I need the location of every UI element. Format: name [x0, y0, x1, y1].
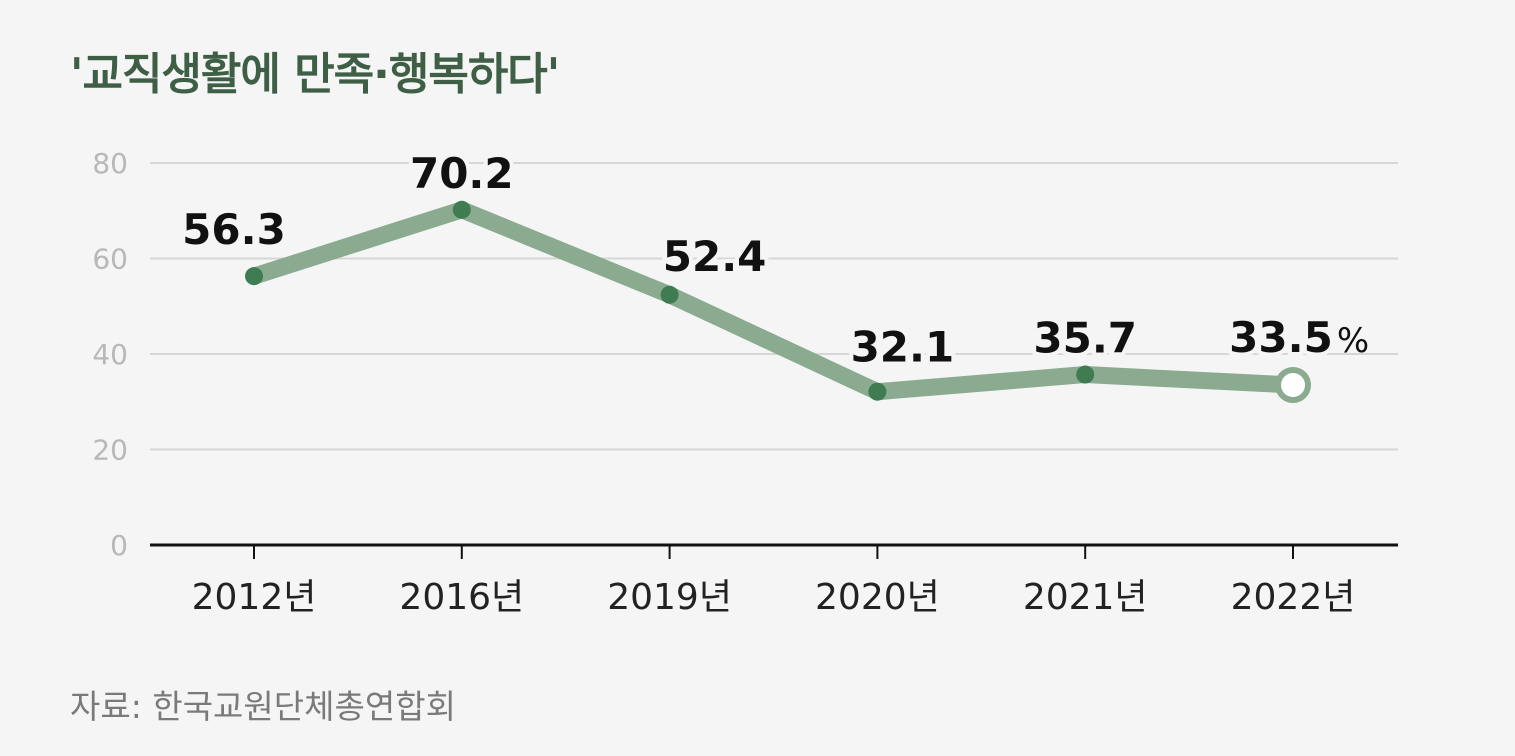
data-point-highlight — [1275, 367, 1311, 404]
unit-label: % — [1337, 321, 1369, 361]
data-point — [868, 382, 887, 401]
y-tick-label: 20 — [92, 434, 128, 467]
grid-layer: 0 20 40 60 80 2012년 2016년 2019년 2020년 2021년 2022년 — [92, 147, 1398, 618]
x-tick-label: 2016년 — [399, 577, 524, 618]
data-label: 70.2 — [410, 149, 514, 198]
x-tick-label: 2020년 — [815, 577, 940, 618]
label-layer: 56.3 70.2 52.4 32.1 35.7 33.5% — [178, 145, 1369, 376]
data-label: 32.1 — [851, 323, 955, 372]
data-label: 52.4 — [663, 232, 767, 281]
x-tick-label: 2021년 — [1023, 577, 1148, 618]
x-tick-label: 2012년 — [192, 577, 317, 618]
y-tick-label: 60 — [92, 243, 128, 276]
point-layer — [245, 200, 1311, 404]
x-tick-label: 2019년 — [607, 577, 732, 618]
chart-title: '교직생활에 만족·행복하다' — [70, 49, 560, 100]
data-point — [245, 267, 263, 286]
y-tick-label: 40 — [92, 338, 128, 371]
x-tick-label: 2022년 — [1231, 577, 1356, 618]
y-tick-label: 0 — [110, 529, 128, 562]
source-note: 자료: 한국교원단체총연합회 — [70, 687, 456, 726]
data-label: 56.3 — [182, 205, 286, 254]
series-line — [245, 201, 1302, 401]
data-label: 35.7 — [1033, 314, 1137, 363]
line-layer — [245, 201, 1302, 401]
data-point — [660, 285, 679, 304]
y-tick-label: 80 — [92, 147, 128, 180]
data-point — [1076, 365, 1095, 384]
data-label: 33.5 — [1229, 313, 1333, 362]
data-point — [452, 200, 471, 219]
